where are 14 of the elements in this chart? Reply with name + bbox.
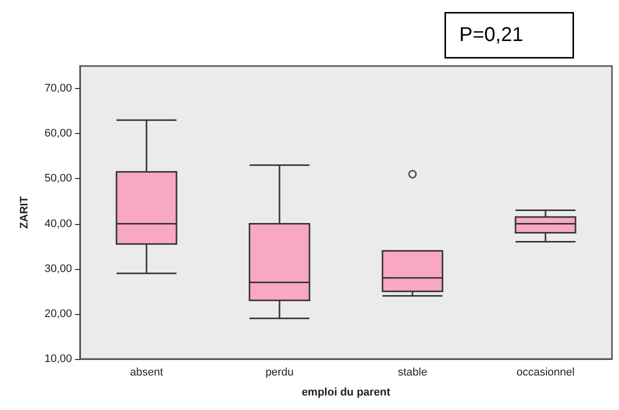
x-tick-label: absent [130,366,164,378]
x-tick-label: perdu [265,366,294,378]
y-tick-label: 10,00 [44,353,72,365]
y-tick-label: 70,00 [44,82,72,95]
y-tick-label: 40,00 [44,218,72,230]
y-tick-label: 30,00 [44,262,72,275]
x-axis-title: emploi du parent [302,386,391,398]
y-tick-label: 20,00 [44,308,72,320]
y-tick-label: 50,00 [44,172,72,185]
x-tick-label: occasionnel [516,366,575,378]
y-tick-label: 60,00 [44,128,72,140]
x-tick-label: stable [398,366,428,378]
y-axis-title: ZARIT [18,196,30,229]
text: P=0,21 [459,24,524,46]
